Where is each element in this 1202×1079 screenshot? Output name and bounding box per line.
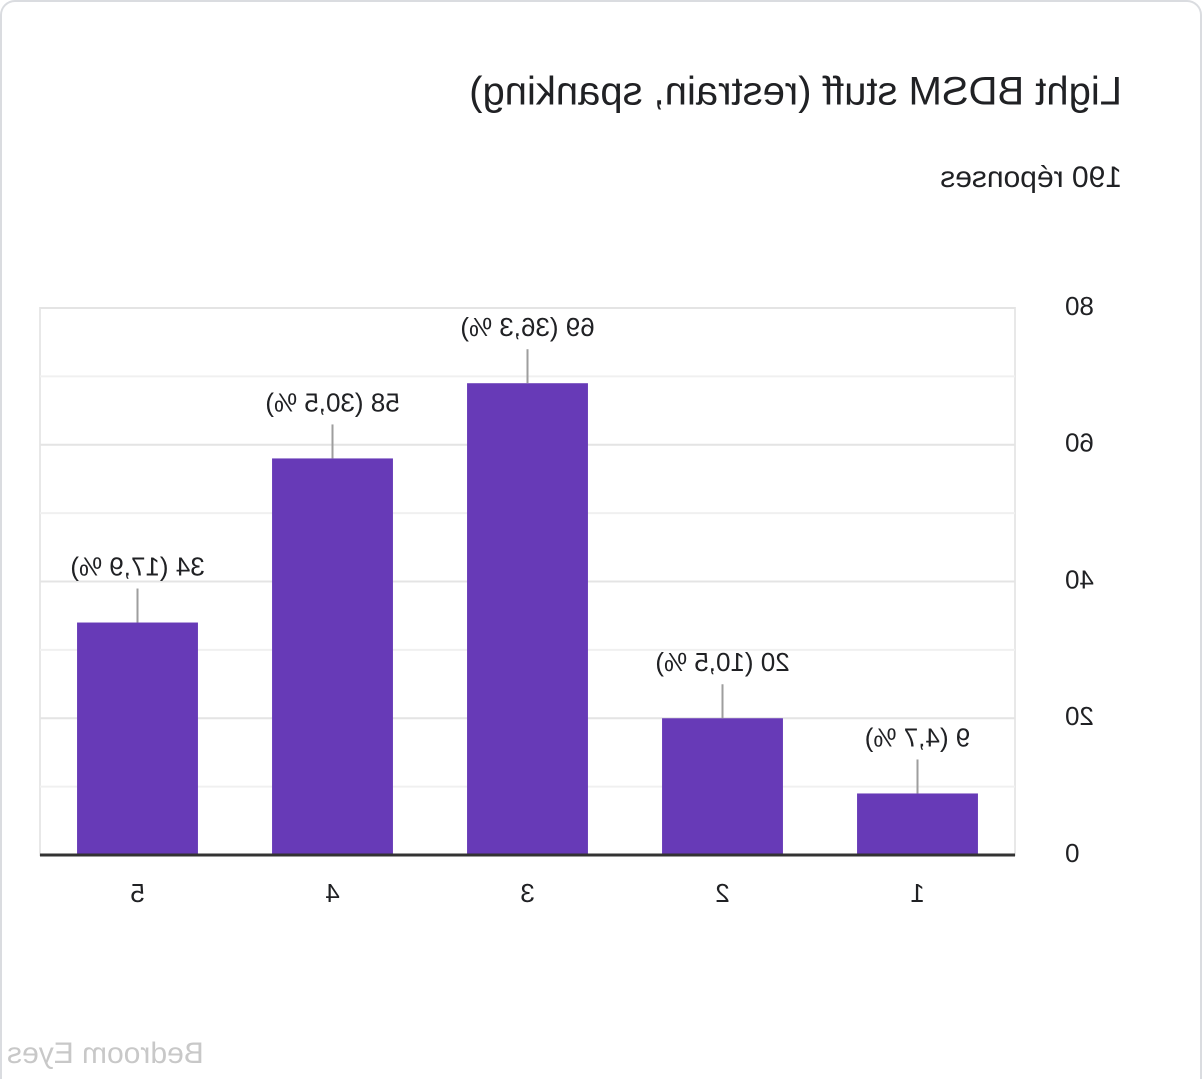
x-tick-label: 4: [325, 878, 339, 908]
chart-title: Light BDSM stuff (restrain, spanking): [469, 70, 1122, 114]
x-tick-label: 5: [130, 878, 144, 908]
data-label: 58 (30,5 %): [265, 387, 399, 417]
y-tick-label: 80: [1065, 291, 1094, 321]
x-tick-label: 1: [910, 878, 924, 908]
data-label: 9 (4,7 %): [865, 722, 971, 752]
bar: [467, 383, 588, 855]
y-tick-label: 40: [1065, 564, 1094, 594]
x-tick-label: 2: [715, 878, 729, 908]
bar: [857, 793, 978, 855]
bar: [662, 718, 783, 855]
bar: [272, 458, 393, 855]
bar: [77, 622, 198, 855]
data-label: 34 (17,9 %): [70, 551, 204, 581]
y-tick-label: 60: [1065, 428, 1094, 458]
data-label: 20 (10,5 %): [655, 647, 789, 677]
y-tick-label: 0: [1065, 838, 1079, 868]
data-label: 69 (36,3 %): [460, 312, 594, 342]
watermark: Bedroom Eyes: [7, 1037, 204, 1070]
y-tick-label: 20: [1065, 701, 1094, 731]
x-tick-label: 3: [520, 878, 534, 908]
chart-subtitle: 190 réponses: [940, 161, 1122, 194]
